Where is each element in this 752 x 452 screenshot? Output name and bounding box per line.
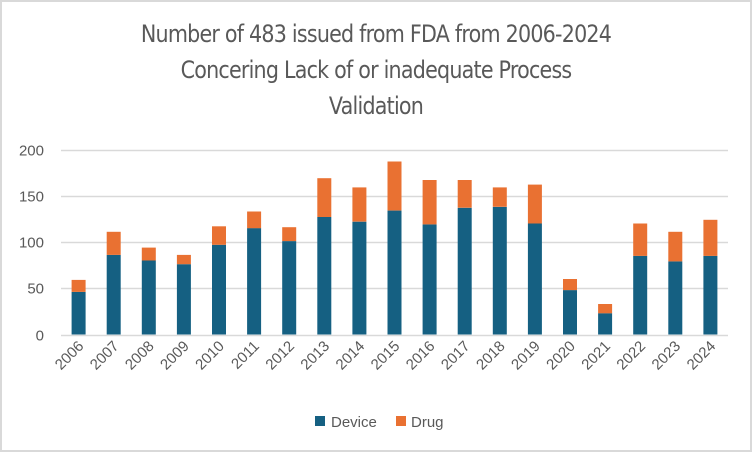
bar-device-2009 [176,264,191,335]
chart-title-line-2: Concering Lack of or inadequate Process [180,56,573,84]
bar-device-2006 [71,291,86,335]
y-tick-label: 100 [19,235,44,252]
chart-title-line-3: Validation [328,92,424,120]
bar-drug-2018 [492,187,507,207]
bar-device-2019 [527,223,542,335]
y-tick-label: 150 [19,189,44,206]
legend-label-device: Device [331,414,377,431]
bar-device-2015 [387,210,402,335]
x-tick-label: 2016 [403,338,439,374]
bar-drug-2020 [563,279,577,291]
x-tick-label: 2013 [297,338,333,374]
bar-drug-2024 [703,219,718,256]
bar-device-2010 [212,244,226,335]
y-tick-label: 0 [36,328,44,345]
x-tick-label: 2007 [87,338,123,374]
y-tick-label: 200 [19,143,44,160]
x-tick-label: 2011 [228,338,263,373]
bar-device-2008 [141,260,156,335]
legend-label-drug: Drug [411,414,444,431]
y-axis-ticks: 0 50 100 150 200 [19,143,44,345]
bar-device-2012 [282,241,297,335]
bar-device-2022 [633,255,648,335]
bar-device-2013 [317,217,332,335]
bar-device-2020 [563,290,577,335]
bar-device-2017 [457,207,472,335]
x-tick-label: 2018 [473,338,509,374]
chart-title-line-1: Number of 483 issued from FDA from 2006-… [140,20,612,48]
x-axis-ticks: 2006 2007 2008 2009 2010 2011 2012 2013 2014 2015… [52,338,720,374]
bar-device-2007 [106,254,121,335]
x-tick-label: 2024 [684,338,720,374]
x-tick-label: 2021 [578,338,614,374]
chart-title: Number of 483 issued from FDA from 2006-… [53,16,700,124]
bar-drug-2012 [282,227,297,242]
x-tick-label: 2023 [649,338,685,374]
x-tick-label: 2006 [52,338,88,374]
bar-device-2021 [598,313,613,335]
bar-device-2014 [352,221,367,335]
bar-drug-2014 [352,187,367,222]
bar-drug-2006 [71,279,86,292]
x-tick-label: 2022 [613,338,649,374]
x-tick-label: 2012 [262,338,298,374]
bar-drug-2013 [317,178,332,217]
x-tick-label: 2010 [192,338,228,374]
bar-device-2016 [422,224,437,335]
x-tick-label: 2008 [122,338,158,374]
bar-drug-2023 [668,231,683,262]
x-tick-label: 2017 [438,338,474,374]
x-tick-label: 2009 [157,338,193,374]
bar-drug-2009 [176,254,191,265]
bar-device-2018 [492,206,507,335]
x-tick-label: 2014 [333,338,369,374]
legend: Device Drug [315,414,444,431]
bars [71,161,718,335]
bar-device-2011 [247,228,262,335]
x-tick-label: 2019 [508,338,544,374]
bar-drug-2008 [141,247,156,261]
bar-device-2024 [703,255,718,335]
x-tick-label: 2015 [368,338,404,374]
bar-drug-2007 [106,231,121,255]
legend-swatch-device [315,416,325,426]
bar-drug-2011 [247,211,262,229]
bar-device-2023 [668,261,683,335]
bar-drug-2019 [527,184,542,224]
y-tick-label: 50 [27,281,44,298]
bar-drug-2016 [422,180,437,225]
bar-drug-2021 [598,304,613,314]
bar-drug-2010 [212,226,226,245]
bar-drug-2017 [457,180,472,208]
bar-drug-2022 [633,223,648,256]
legend-swatch-drug [396,416,406,426]
x-tick-label: 2020 [543,338,579,374]
bar-drug-2015 [387,161,402,211]
